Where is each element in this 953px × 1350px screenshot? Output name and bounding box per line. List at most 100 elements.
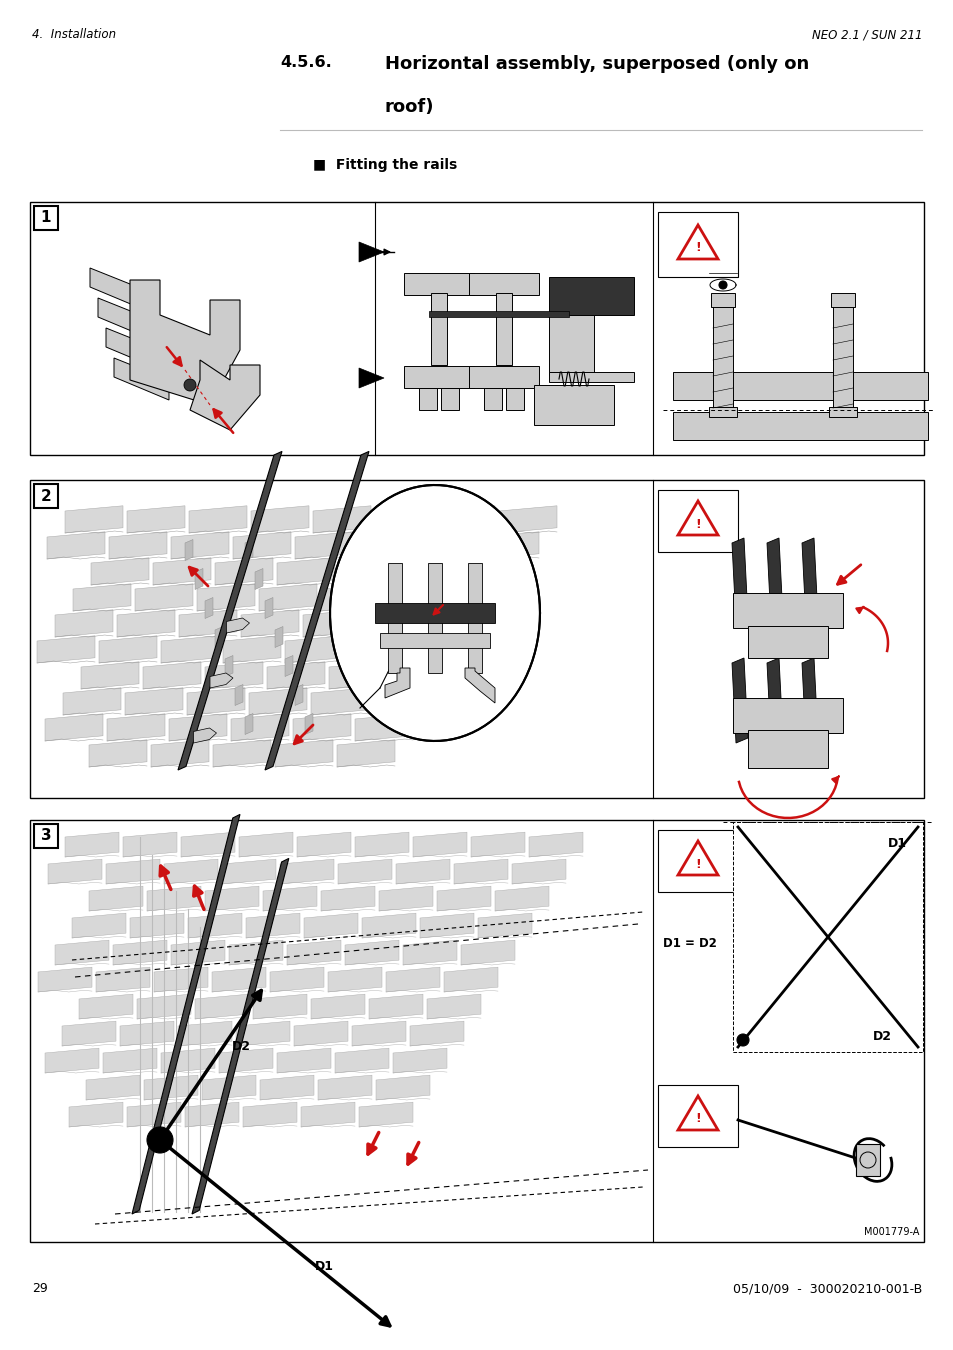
Text: ■  Fitting the rails: ■ Fitting the rails xyxy=(313,158,456,171)
Bar xyxy=(505,387,523,410)
Circle shape xyxy=(737,1034,748,1046)
Bar xyxy=(375,603,495,622)
Bar xyxy=(658,1085,738,1148)
Polygon shape xyxy=(91,558,149,585)
Polygon shape xyxy=(296,832,351,857)
Polygon shape xyxy=(137,994,191,1019)
Polygon shape xyxy=(45,1048,99,1073)
Polygon shape xyxy=(347,636,405,663)
Polygon shape xyxy=(187,687,245,716)
Polygon shape xyxy=(529,832,582,857)
Polygon shape xyxy=(37,636,95,663)
Bar xyxy=(747,626,827,657)
Polygon shape xyxy=(477,913,532,938)
Polygon shape xyxy=(386,967,439,992)
Polygon shape xyxy=(317,1075,372,1100)
Polygon shape xyxy=(358,1102,413,1127)
Text: !: ! xyxy=(695,857,700,871)
Polygon shape xyxy=(276,558,335,585)
Polygon shape xyxy=(65,506,123,533)
Text: roof): roof) xyxy=(385,99,434,116)
Text: 2: 2 xyxy=(41,489,51,504)
Polygon shape xyxy=(329,662,387,688)
Polygon shape xyxy=(311,687,369,716)
Polygon shape xyxy=(112,940,167,965)
Polygon shape xyxy=(69,1102,123,1127)
Polygon shape xyxy=(147,886,201,911)
Polygon shape xyxy=(495,886,548,911)
Polygon shape xyxy=(336,740,395,767)
Polygon shape xyxy=(239,832,293,857)
Polygon shape xyxy=(436,886,491,911)
Polygon shape xyxy=(117,610,174,637)
Polygon shape xyxy=(338,558,396,585)
Bar xyxy=(548,373,634,382)
Text: 29: 29 xyxy=(32,1282,48,1295)
Polygon shape xyxy=(378,886,433,911)
Polygon shape xyxy=(55,940,109,965)
Circle shape xyxy=(184,379,195,391)
Polygon shape xyxy=(335,1048,389,1073)
Polygon shape xyxy=(109,532,167,559)
Polygon shape xyxy=(86,1075,140,1100)
Polygon shape xyxy=(130,913,184,938)
Polygon shape xyxy=(464,668,495,703)
Polygon shape xyxy=(731,657,747,742)
Polygon shape xyxy=(444,583,502,612)
Polygon shape xyxy=(280,859,334,884)
Polygon shape xyxy=(274,740,333,767)
Circle shape xyxy=(719,281,726,289)
Text: 1: 1 xyxy=(41,211,51,225)
Polygon shape xyxy=(373,687,431,716)
Bar xyxy=(732,822,923,1052)
Polygon shape xyxy=(63,687,121,716)
Bar xyxy=(534,385,614,425)
Polygon shape xyxy=(243,1102,296,1127)
Polygon shape xyxy=(355,714,413,741)
Polygon shape xyxy=(241,610,298,637)
Polygon shape xyxy=(188,913,242,938)
Polygon shape xyxy=(402,940,456,965)
Polygon shape xyxy=(233,532,291,559)
Bar xyxy=(672,412,927,440)
Polygon shape xyxy=(106,328,161,370)
Polygon shape xyxy=(369,994,422,1019)
Polygon shape xyxy=(225,656,233,676)
Polygon shape xyxy=(678,841,718,875)
Bar xyxy=(658,830,738,892)
Polygon shape xyxy=(65,832,119,857)
Polygon shape xyxy=(73,583,131,612)
Polygon shape xyxy=(179,610,236,637)
Bar xyxy=(658,490,738,552)
Polygon shape xyxy=(258,583,316,612)
Polygon shape xyxy=(152,558,211,585)
Polygon shape xyxy=(313,506,371,533)
Polygon shape xyxy=(99,636,157,663)
Bar xyxy=(469,273,538,296)
Polygon shape xyxy=(678,501,718,535)
Polygon shape xyxy=(462,558,520,585)
Polygon shape xyxy=(181,832,234,857)
Bar xyxy=(496,293,512,364)
Bar xyxy=(469,366,538,387)
Polygon shape xyxy=(193,728,216,743)
Polygon shape xyxy=(454,859,507,884)
Bar xyxy=(403,366,474,387)
Bar xyxy=(830,293,854,306)
Polygon shape xyxy=(171,940,225,965)
Polygon shape xyxy=(205,662,263,688)
Polygon shape xyxy=(71,913,126,938)
Polygon shape xyxy=(192,859,289,1214)
Polygon shape xyxy=(202,1075,255,1100)
Text: D1: D1 xyxy=(314,1260,334,1273)
Polygon shape xyxy=(345,940,398,965)
Text: !: ! xyxy=(695,517,700,531)
Polygon shape xyxy=(123,832,177,857)
Polygon shape xyxy=(678,1096,718,1130)
Polygon shape xyxy=(285,636,343,663)
Bar xyxy=(30,202,923,455)
Polygon shape xyxy=(231,714,289,741)
Bar xyxy=(855,1143,879,1176)
Polygon shape xyxy=(393,1048,447,1073)
Polygon shape xyxy=(245,714,253,734)
